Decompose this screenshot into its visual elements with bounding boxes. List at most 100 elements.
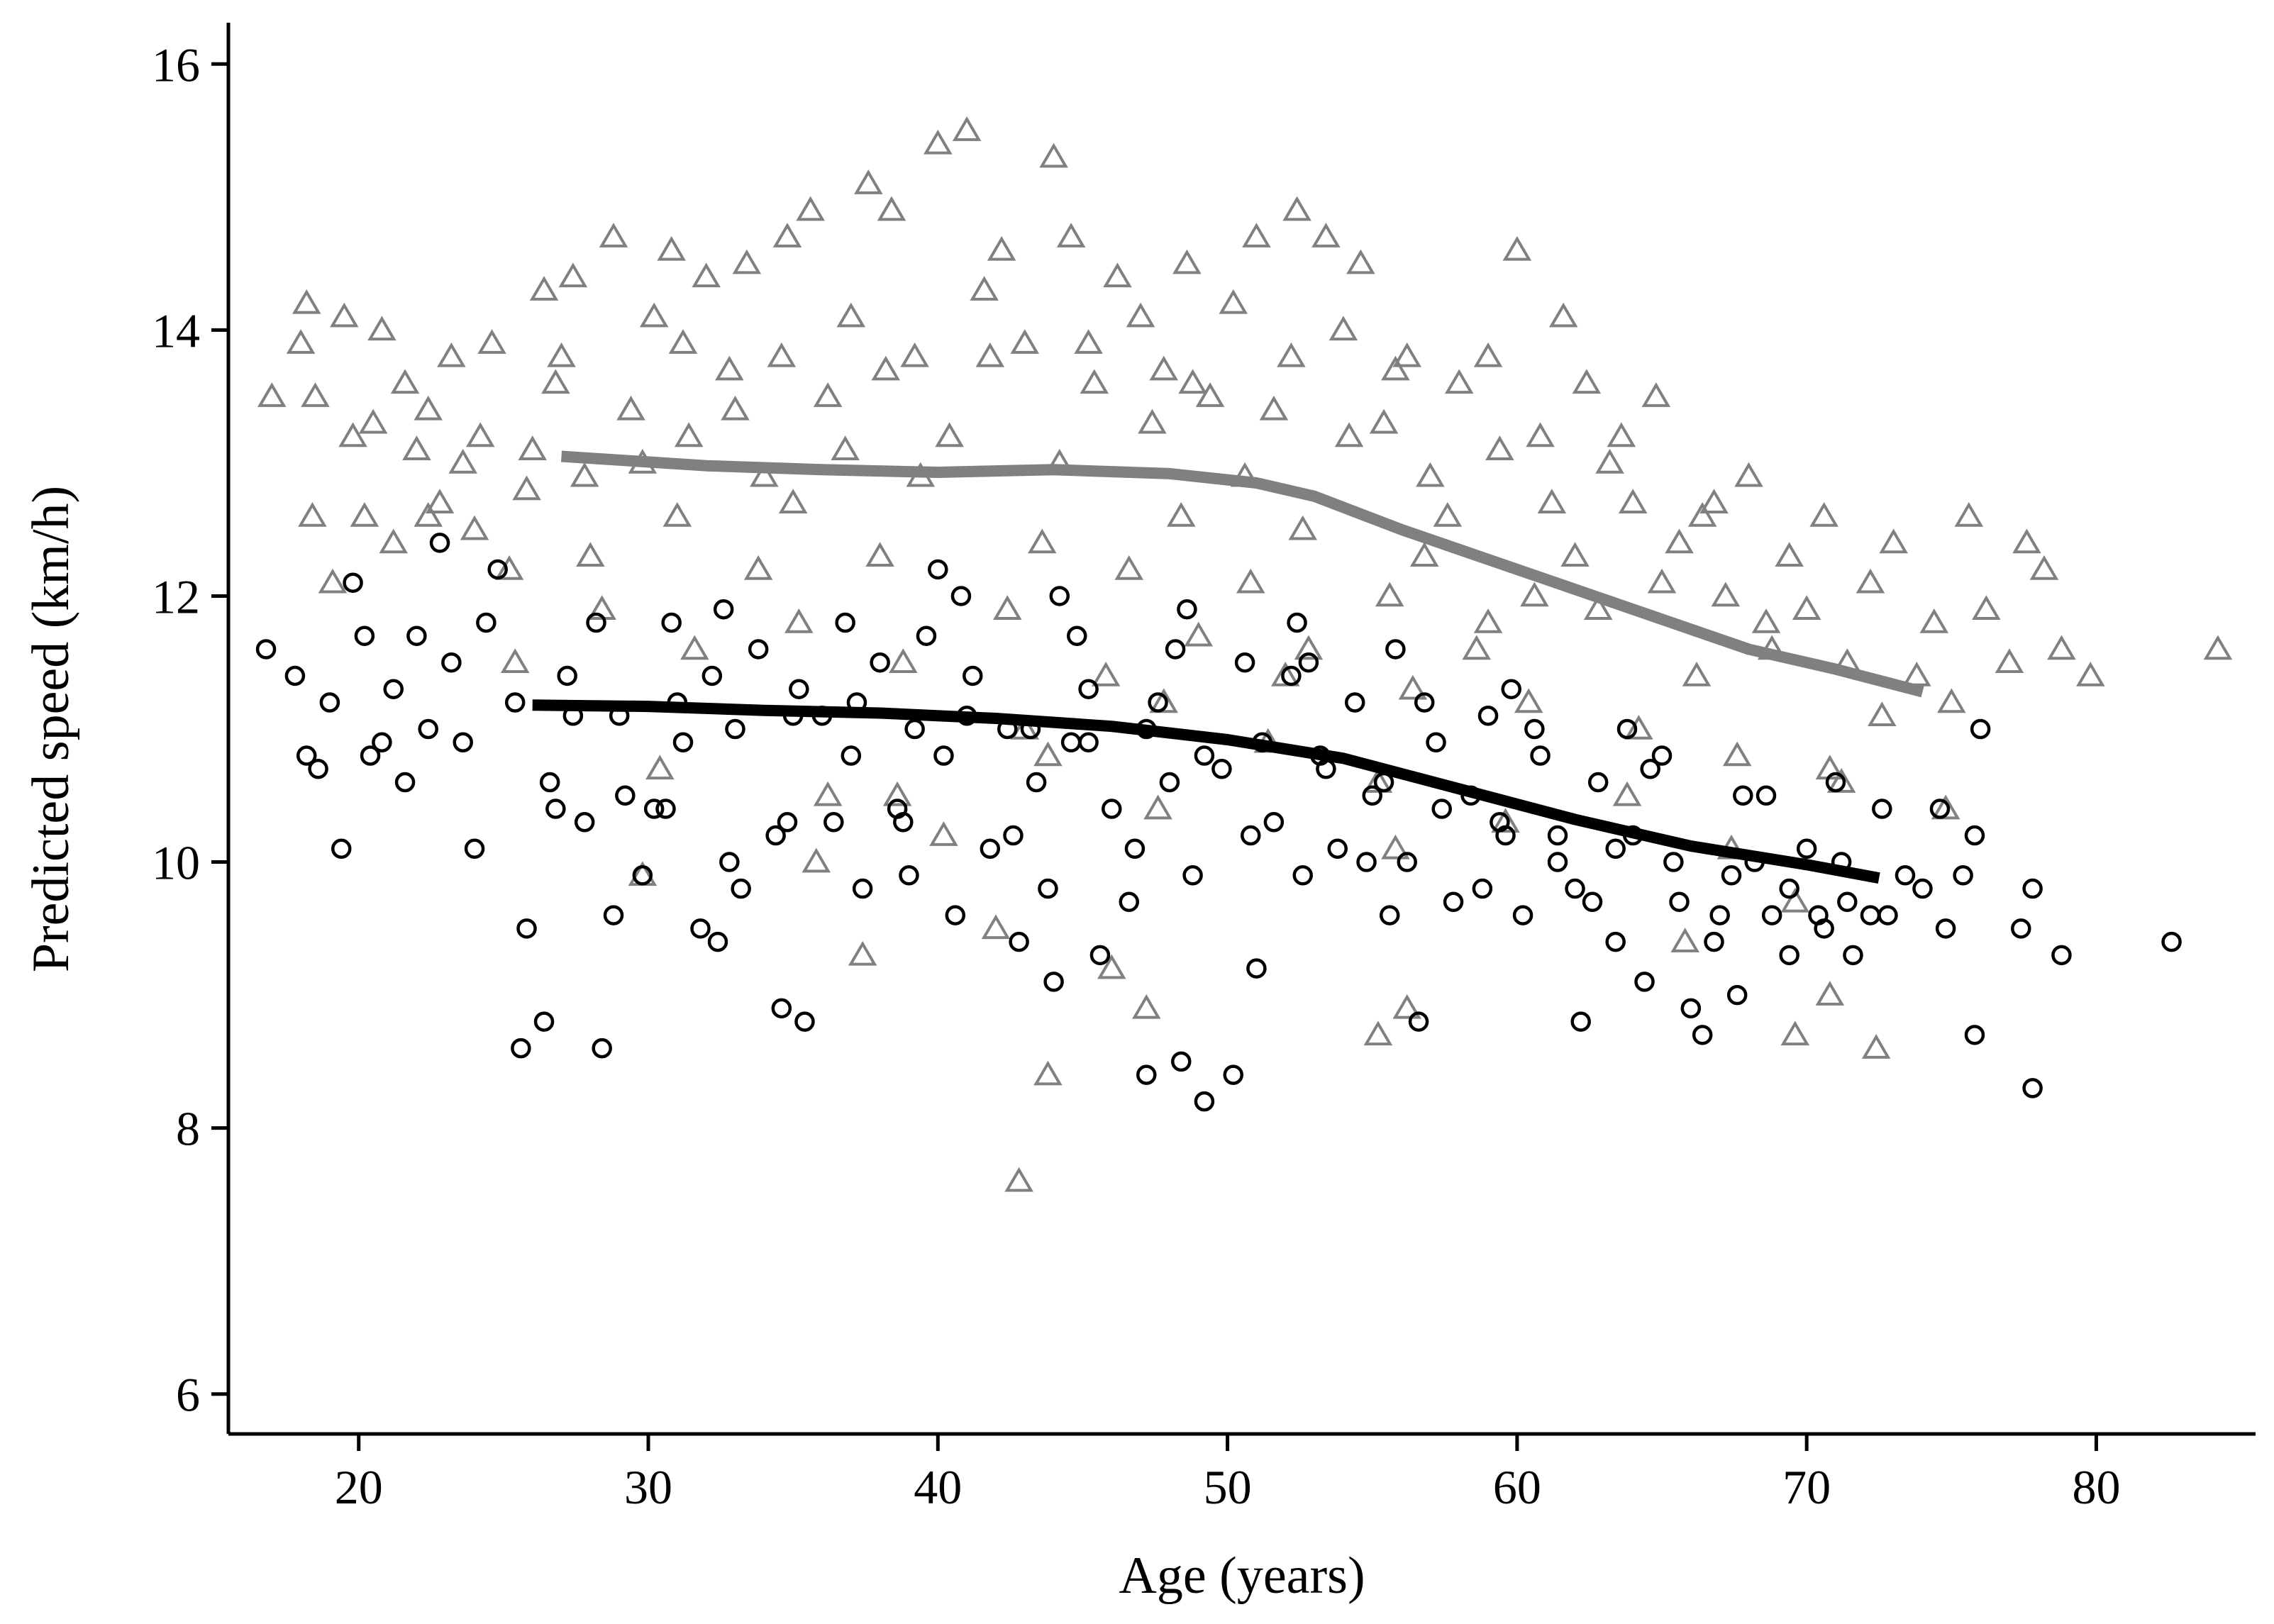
data-point-triangle (1039, 143, 1068, 168)
y-tick-label: 12 (152, 569, 200, 623)
data-point-triangle (1028, 528, 1057, 554)
data-point-circle (690, 918, 711, 939)
data-point-circle (1779, 945, 1799, 966)
data-point-circle (1477, 705, 1499, 726)
data-point-circle (1060, 732, 1082, 753)
data-point-triangle (1520, 582, 1549, 607)
data-point-triangle (1462, 635, 1491, 660)
x-axis-label: Age (years) (1119, 1547, 1365, 1605)
data-point-triangle (877, 196, 906, 221)
data-point-circle (1490, 812, 1510, 833)
data-point-circle (731, 878, 751, 899)
data-point-triangle (981, 914, 1011, 940)
data-point-triangle (1392, 994, 1422, 1019)
data-point-triangle (889, 648, 918, 674)
data-point-triangle (778, 489, 808, 513)
data-point-circle (1878, 905, 1898, 925)
data-point-circle (893, 812, 914, 833)
data-point-circle (1211, 759, 1232, 779)
data-point-triangle (1595, 448, 1624, 474)
data-point-triangle (1583, 595, 1613, 621)
data-point-triangle (668, 329, 698, 354)
data-point-triangle (1734, 462, 1763, 487)
data-point-triangle (518, 435, 547, 460)
data-point-triangle (1699, 489, 1729, 513)
data-point-circle (331, 838, 352, 860)
data-point-circle (296, 745, 317, 766)
data-point-circle (1136, 1064, 1157, 1085)
data-point-circle (360, 745, 381, 766)
data-point-circle (950, 586, 972, 606)
data-point-triangle (692, 262, 721, 288)
data-point-triangle (448, 448, 477, 474)
data-point-circle (1547, 852, 1568, 872)
data-point-triangle (1143, 794, 1172, 820)
data-point-triangle (292, 289, 321, 314)
data-point-triangle (1375, 582, 1404, 607)
data-point-circle (1704, 931, 1724, 952)
data-point-circle (748, 639, 769, 660)
data-point-triangle (1937, 688, 1966, 713)
data-point-triangle (298, 501, 327, 527)
data-point-triangle (1172, 249, 1202, 274)
triangle-series (257, 116, 2233, 1192)
data-point-circle (725, 718, 745, 740)
data-point-triangle (2047, 635, 2076, 660)
data-point-triangle (1641, 382, 1671, 407)
data-point-circle (1356, 852, 1377, 872)
data-point-circle (1860, 905, 1881, 925)
data-point-circle (1026, 772, 1047, 793)
data-point-triangle (301, 382, 330, 407)
data-point-circle (1124, 838, 1146, 860)
data-point-triangle (772, 223, 802, 248)
data-point-triangle (414, 395, 443, 421)
data-point-circle (453, 732, 473, 753)
data-point-circle (586, 612, 606, 633)
data-point-triangle (1178, 369, 1207, 394)
data-point-triangle (1416, 462, 1445, 487)
data-point-triangle (1548, 302, 1578, 328)
data-point-circle (2161, 931, 2182, 952)
data-point-circle (1003, 825, 1024, 846)
data-point-circle (1692, 1025, 1713, 1045)
data-point-triangle (1080, 369, 1109, 394)
data-point-circle (1663, 852, 1684, 872)
data-point-triangle (500, 648, 530, 674)
data-point-circle (1165, 639, 1186, 660)
data-point-triangle (1369, 408, 1399, 434)
data-point-triangle (1282, 196, 1311, 221)
data-point-circle (1796, 838, 1817, 860)
data-point-triangle (330, 302, 359, 328)
data-point-circle (1709, 905, 1730, 925)
data-point-circle (1379, 905, 1400, 925)
data-point-triangle (935, 422, 964, 447)
data-point-circle (1292, 865, 1313, 886)
data-point-triangle (1033, 741, 1063, 767)
data-point-triangle (1560, 542, 1590, 567)
x-tick-label: 60 (1493, 1460, 1541, 1514)
data-point-triangle (1670, 928, 1699, 952)
data-point-triangle (402, 435, 431, 460)
data-point-triangle (358, 408, 388, 434)
data-point-triangle (1815, 981, 1845, 1006)
data-point-triangle (1607, 422, 1636, 447)
data-point-circle (1234, 652, 1255, 673)
data-point-circle (1605, 838, 1626, 860)
data-point-triangle (1682, 662, 1712, 686)
data-point-circle (1680, 998, 1702, 1019)
data-point-circle (1669, 891, 1690, 913)
data-point-triangle (257, 382, 287, 407)
axes: 20 30 40 50 60 70 80 6 8 10 12 14 16 (152, 23, 2256, 1514)
data-point-circle (2011, 918, 2031, 939)
data-point-circle (980, 838, 1001, 860)
data-point-circle (1240, 825, 1261, 846)
data-point-circle (1837, 891, 1858, 913)
data-point-circle (1634, 972, 1655, 992)
circle-series (255, 533, 2182, 1112)
data-point-circle (823, 812, 844, 833)
data-point-circle (1964, 825, 1985, 846)
data-point-triangle (1879, 528, 1908, 554)
data-point-circle (928, 559, 948, 580)
data-point-triangle (512, 475, 541, 501)
data-point-triangle (993, 595, 1022, 621)
